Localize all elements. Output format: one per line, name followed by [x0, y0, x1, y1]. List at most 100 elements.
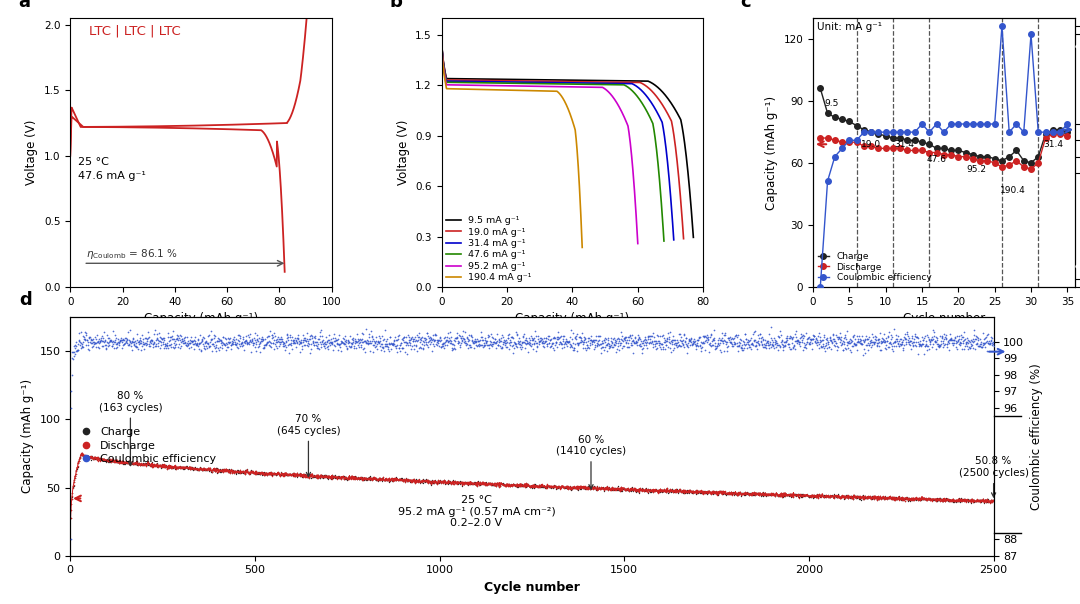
Point — [558, 481, 576, 490]
Point — [395, 475, 413, 484]
Point — [249, 339, 267, 349]
Point — [953, 494, 970, 504]
Point — [755, 334, 772, 344]
Point — [953, 495, 970, 504]
Point — [320, 474, 337, 484]
Point — [920, 335, 937, 345]
Point — [770, 340, 787, 350]
Point — [545, 481, 563, 491]
Point — [866, 338, 883, 347]
Point — [617, 332, 634, 342]
Point — [565, 483, 582, 492]
Point — [210, 467, 227, 477]
Point — [812, 490, 829, 500]
Point — [671, 486, 688, 495]
Point — [248, 469, 266, 479]
Point — [667, 487, 685, 497]
Point — [697, 336, 714, 345]
Point — [312, 470, 329, 480]
Point — [260, 468, 278, 478]
Point — [643, 486, 660, 496]
Point — [321, 471, 338, 481]
Point — [524, 335, 541, 344]
Point — [557, 482, 575, 492]
Point — [565, 484, 582, 493]
Point — [348, 475, 365, 484]
Point — [280, 471, 297, 480]
Point — [725, 488, 742, 498]
Point — [375, 474, 392, 484]
Point — [888, 494, 905, 504]
Point — [681, 335, 699, 345]
Point — [705, 488, 723, 498]
Point — [956, 496, 973, 506]
Point — [798, 490, 815, 500]
Point — [143, 460, 160, 469]
Point — [350, 474, 367, 483]
Point — [730, 490, 747, 500]
Point — [716, 336, 733, 345]
Point — [942, 335, 959, 344]
Point — [945, 496, 962, 506]
Point — [866, 490, 883, 500]
Point — [654, 486, 672, 496]
Point — [615, 333, 632, 342]
Point — [642, 485, 659, 495]
Point — [470, 478, 487, 487]
Point — [946, 335, 963, 345]
Point — [528, 341, 545, 351]
Point — [311, 473, 328, 483]
Point — [864, 493, 881, 503]
Point — [248, 330, 266, 340]
Point — [530, 338, 548, 347]
Point — [762, 489, 780, 498]
Point — [563, 326, 580, 335]
Point — [688, 340, 705, 350]
Point — [490, 478, 508, 488]
Point — [845, 339, 862, 349]
Point — [539, 339, 556, 349]
Point — [899, 493, 916, 503]
Point — [433, 477, 450, 486]
Point — [527, 481, 544, 491]
Point — [610, 485, 627, 495]
Point — [124, 333, 141, 343]
Point — [642, 485, 659, 495]
Point — [117, 460, 134, 469]
Point — [530, 336, 548, 345]
Point — [885, 494, 902, 504]
Point — [225, 466, 242, 476]
Point — [957, 495, 974, 505]
Point — [713, 487, 730, 497]
Point — [887, 337, 904, 347]
Point — [222, 465, 240, 475]
Point — [360, 474, 377, 483]
Point — [613, 484, 631, 494]
Point — [213, 341, 230, 350]
Point — [677, 333, 694, 343]
Point — [116, 457, 133, 467]
Point — [122, 459, 139, 469]
Point — [83, 453, 100, 463]
Point — [215, 338, 232, 347]
Discharge — [1031, 159, 1044, 167]
Point — [850, 493, 867, 503]
Point — [916, 333, 933, 342]
Point — [904, 341, 921, 351]
Point — [81, 345, 98, 355]
Point — [708, 341, 726, 350]
Point — [599, 483, 617, 493]
Point — [599, 483, 617, 493]
Point — [107, 458, 124, 467]
Point — [348, 474, 365, 483]
Point — [200, 330, 217, 340]
Point — [807, 490, 824, 500]
Charge — [836, 116, 849, 123]
Point — [959, 333, 976, 342]
Point — [795, 489, 812, 499]
Point — [700, 488, 717, 498]
Point — [108, 457, 125, 467]
Point — [745, 487, 762, 497]
Point — [394, 333, 411, 342]
Point — [66, 475, 83, 485]
